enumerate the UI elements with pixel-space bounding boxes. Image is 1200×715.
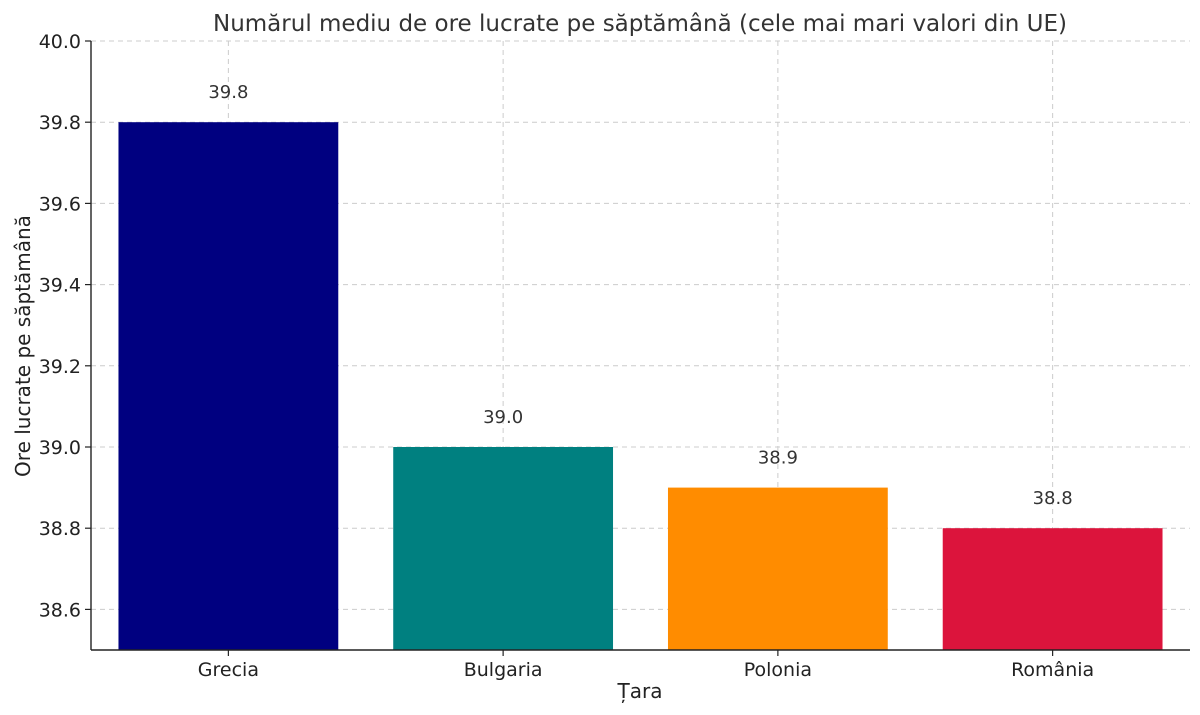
y-tick-label: 39.4 xyxy=(39,275,81,297)
y-tick-label: 39.0 xyxy=(39,437,81,459)
bar xyxy=(942,528,1163,650)
x-tick-label: România xyxy=(1011,659,1094,681)
x-axis-label: Țara xyxy=(617,679,663,703)
y-ticks: 38.6 38.8 39.0 39.2 39.4 39.6 39.8 40.0 xyxy=(39,31,91,621)
y-tick-label: 40.0 xyxy=(39,31,81,53)
bars xyxy=(118,122,1163,650)
x-ticks: Grecia Bulgaria Polonia România xyxy=(198,650,1094,681)
y-tick-label: 39.2 xyxy=(39,356,81,378)
bar-value-label: 38.9 xyxy=(758,448,798,469)
y-tick-label: 38.6 xyxy=(39,599,81,621)
y-tick-label: 39.6 xyxy=(39,193,81,215)
y-axis-label: Ore lucrate pe săptămână xyxy=(11,215,35,477)
x-tick-label: Bulgaria xyxy=(464,659,543,681)
bar-value-label: 38.8 xyxy=(1033,488,1073,509)
bar-value-label: 39.0 xyxy=(483,407,523,428)
y-tick-label: 39.8 xyxy=(39,112,81,134)
bar xyxy=(393,447,614,650)
chart-title: Numărul mediu de ore lucrate pe săptămân… xyxy=(213,11,1067,37)
y-tick-label: 38.8 xyxy=(39,518,81,540)
data-labels: 39.8 39.0 38.9 38.8 xyxy=(208,82,1072,509)
bar-value-label: 39.8 xyxy=(208,82,248,103)
axes xyxy=(90,41,1190,651)
x-tick-label: Grecia xyxy=(198,659,259,681)
x-tick-label: Polonia xyxy=(744,659,812,681)
bar xyxy=(118,122,339,650)
bar xyxy=(667,487,888,650)
